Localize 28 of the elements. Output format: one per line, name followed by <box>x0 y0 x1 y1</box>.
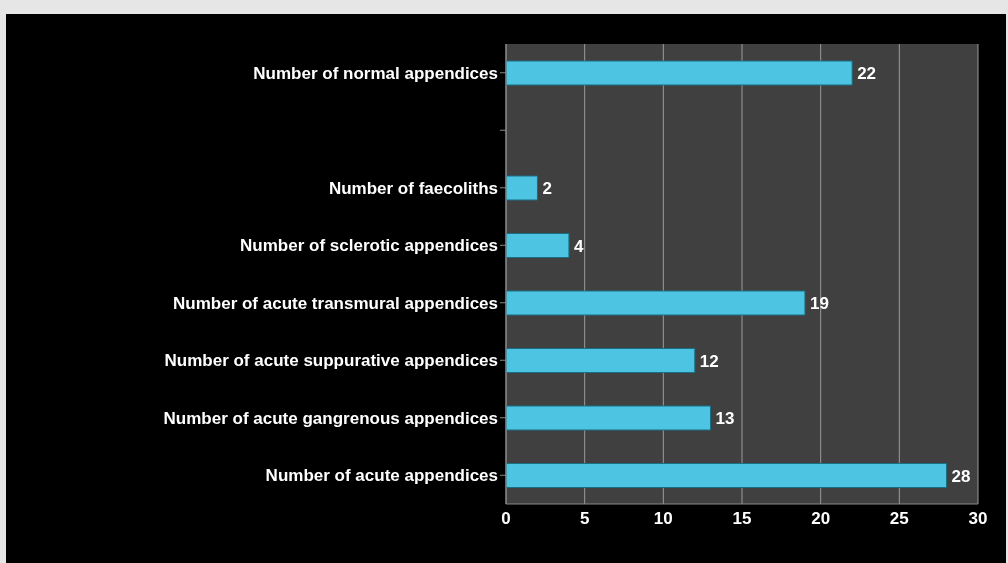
bar <box>506 60 853 86</box>
x-tick-label: 15 <box>732 509 752 529</box>
bar <box>506 233 570 258</box>
data-label: 28 <box>951 466 971 486</box>
data-label: 4 <box>573 236 584 256</box>
y-tick-label: Number of sclerotic appendices <box>240 236 498 256</box>
y-tick-label: Number of acute suppurative appendices <box>164 351 498 371</box>
data-label: 19 <box>809 294 829 314</box>
data-label: 12 <box>699 351 719 371</box>
bar <box>506 290 806 316</box>
bar <box>506 175 538 201</box>
x-tick-label: 20 <box>811 509 831 529</box>
data-label: 13 <box>715 409 735 429</box>
y-tick-label: Number of normal appendices <box>253 63 498 83</box>
x-tick-label: 10 <box>653 509 673 529</box>
bar <box>506 463 948 488</box>
data-label: 22 <box>857 64 877 84</box>
x-tick-label: 30 <box>968 509 988 529</box>
y-tick-label: Number of faecoliths <box>328 178 498 198</box>
y-tick-label: Number of acute appendices <box>265 466 498 486</box>
data-label: 2 <box>542 179 552 199</box>
x-tick-label: 25 <box>889 509 909 529</box>
y-tick-label: Number of acute gangrenous appendices <box>163 408 498 428</box>
y-tick-label: Number of acute transmural appendices <box>173 293 498 313</box>
bar <box>506 348 696 373</box>
bar <box>506 405 712 431</box>
x-tick-label: 5 <box>579 509 590 529</box>
x-tick-label: 0 <box>501 509 511 529</box>
